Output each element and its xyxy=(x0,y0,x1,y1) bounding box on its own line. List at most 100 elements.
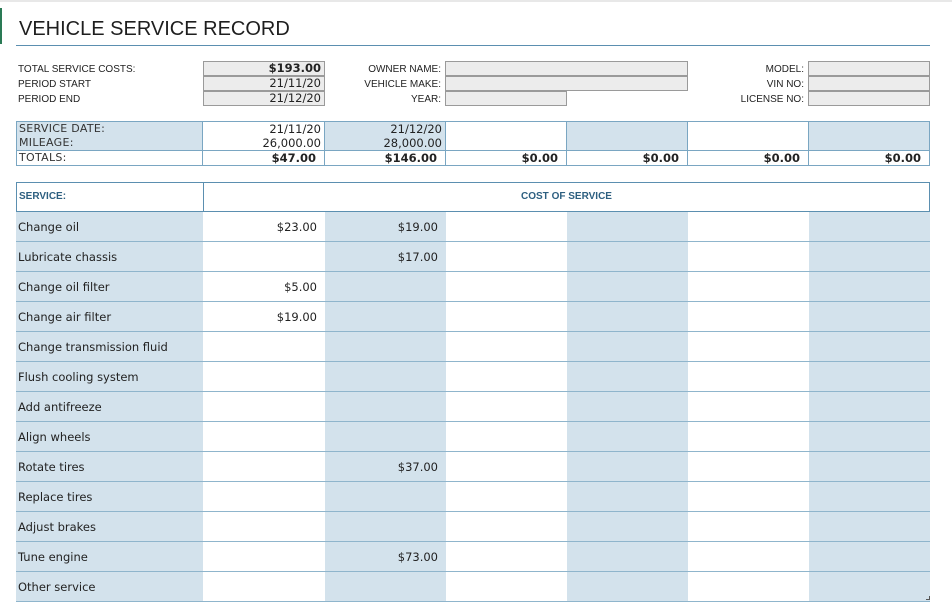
cost-cell[interactable] xyxy=(567,242,688,272)
cost-cell[interactable] xyxy=(688,392,809,422)
cost-cell[interactable] xyxy=(325,362,446,392)
cost-cell[interactable] xyxy=(325,512,446,542)
mileage-cell[interactable] xyxy=(809,136,930,151)
cost-cell[interactable] xyxy=(688,212,809,242)
cost-cell[interactable] xyxy=(567,482,688,512)
cost-cell[interactable] xyxy=(688,512,809,542)
service-date-cell[interactable] xyxy=(567,122,688,137)
cost-cell[interactable] xyxy=(203,392,325,422)
cost-cell[interactable] xyxy=(688,242,809,272)
cost-cell[interactable]: $19.00 xyxy=(203,302,325,332)
cost-cell[interactable] xyxy=(688,482,809,512)
cost-cell[interactable] xyxy=(809,512,930,542)
license-field[interactable] xyxy=(808,91,930,106)
cost-cell[interactable] xyxy=(688,572,809,602)
total-service-costs-field[interactable]: $193.00 xyxy=(203,61,325,76)
cost-cell[interactable] xyxy=(688,362,809,392)
cost-cell[interactable] xyxy=(203,242,325,272)
cost-cell[interactable] xyxy=(809,212,930,242)
cost-cell[interactable] xyxy=(203,512,325,542)
cost-cell[interactable] xyxy=(446,452,567,482)
cost-cell[interactable] xyxy=(325,482,446,512)
cost-cell[interactable] xyxy=(809,392,930,422)
cost-cell[interactable] xyxy=(567,332,688,362)
cost-cell[interactable] xyxy=(325,332,446,362)
cost-cell[interactable] xyxy=(688,542,809,572)
cost-cell[interactable] xyxy=(809,452,930,482)
mileage-cell[interactable] xyxy=(688,136,809,151)
cost-cell[interactable] xyxy=(446,392,567,422)
cost-cell[interactable]: $19.00 xyxy=(325,212,446,242)
cost-cell[interactable] xyxy=(809,272,930,302)
cost-cell[interactable] xyxy=(567,422,688,452)
cost-cell[interactable] xyxy=(809,302,930,332)
service-date-cell[interactable] xyxy=(809,122,930,137)
cost-cell[interactable]: $37.00 xyxy=(325,452,446,482)
model-field[interactable] xyxy=(808,61,930,76)
cost-cell[interactable] xyxy=(688,302,809,332)
cost-cell[interactable] xyxy=(567,542,688,572)
cost-cell[interactable] xyxy=(446,482,567,512)
cost-cell[interactable] xyxy=(446,572,567,602)
cost-cell[interactable] xyxy=(203,482,325,512)
cost-cell[interactable] xyxy=(446,212,567,242)
cost-cell[interactable] xyxy=(567,572,688,602)
cost-cell[interactable]: $17.00 xyxy=(325,242,446,272)
cost-cell[interactable] xyxy=(203,572,325,602)
service-date-cell[interactable] xyxy=(446,122,567,137)
cost-cell[interactable] xyxy=(809,482,930,512)
cost-cell[interactable] xyxy=(809,332,930,362)
cost-cell[interactable] xyxy=(567,452,688,482)
cost-cell[interactable] xyxy=(567,512,688,542)
cost-cell[interactable]: $5.00 xyxy=(203,272,325,302)
cost-cell[interactable] xyxy=(203,362,325,392)
cost-cell[interactable] xyxy=(325,302,446,332)
cost-cell[interactable] xyxy=(446,422,567,452)
cost-cell[interactable]: $23.00 xyxy=(203,212,325,242)
year-field[interactable] xyxy=(445,91,567,106)
cost-cell[interactable] xyxy=(567,272,688,302)
cost-cell[interactable] xyxy=(325,422,446,452)
cost-cell[interactable] xyxy=(809,422,930,452)
cost-cell[interactable] xyxy=(446,332,567,362)
mileage-cell[interactable] xyxy=(567,136,688,151)
period-end-field[interactable]: 21/12/20 xyxy=(203,91,325,106)
service-date-cell[interactable]: 21/12/20 xyxy=(325,122,446,137)
cost-cell[interactable] xyxy=(567,302,688,332)
cost-cell[interactable] xyxy=(688,422,809,452)
period-start-field[interactable]: 21/11/20 xyxy=(203,76,325,91)
cost-cell[interactable] xyxy=(446,272,567,302)
cost-cell[interactable] xyxy=(688,272,809,302)
service-date-cell[interactable] xyxy=(688,122,809,137)
cost-cell[interactable] xyxy=(446,512,567,542)
cost-cell[interactable] xyxy=(203,332,325,362)
cost-cell[interactable] xyxy=(567,392,688,422)
cost-cell[interactable] xyxy=(809,242,930,272)
cost-cell[interactable] xyxy=(688,332,809,362)
mileage-cell[interactable]: 26,000.00 xyxy=(203,136,325,151)
cost-cell[interactable] xyxy=(567,212,688,242)
cost-cell[interactable] xyxy=(325,392,446,422)
cost-cell[interactable] xyxy=(203,542,325,572)
mileage-cell[interactable] xyxy=(446,136,567,151)
cost-cell[interactable] xyxy=(688,452,809,482)
cost-cell[interactable] xyxy=(567,362,688,392)
cost-cell[interactable] xyxy=(446,362,567,392)
cost-cell[interactable] xyxy=(446,542,567,572)
vin-field[interactable] xyxy=(808,76,930,91)
mileage-cell[interactable]: 28,000.00 xyxy=(325,136,446,151)
cost-cell[interactable] xyxy=(203,422,325,452)
cost-cell[interactable] xyxy=(203,452,325,482)
cost-cell[interactable] xyxy=(325,572,446,602)
owner-name-field[interactable] xyxy=(445,61,688,76)
resize-handle-icon[interactable] xyxy=(926,596,930,600)
cost-cell[interactable] xyxy=(809,362,930,392)
cost-cell[interactable]: $73.00 xyxy=(325,542,446,572)
cost-cell[interactable] xyxy=(809,542,930,572)
cost-cell[interactable] xyxy=(446,242,567,272)
cost-cell[interactable] xyxy=(809,572,930,602)
vehicle-make-field[interactable] xyxy=(445,76,688,91)
cost-cell[interactable] xyxy=(446,302,567,332)
service-date-cell[interactable]: 21/11/20 xyxy=(203,122,325,137)
cost-cell[interactable] xyxy=(325,272,446,302)
